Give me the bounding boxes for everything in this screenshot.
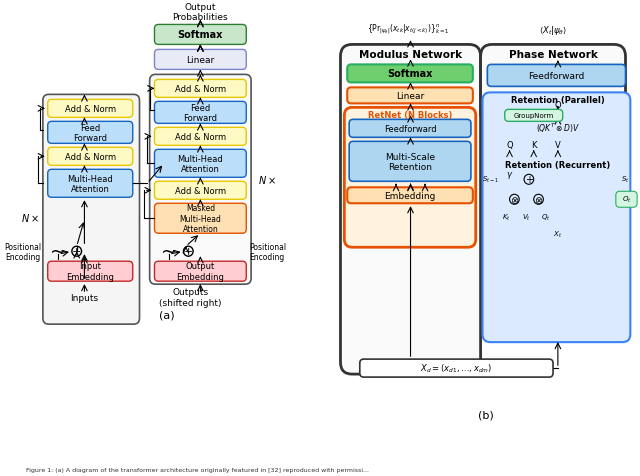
Text: Softmax: Softmax [178,30,223,40]
Text: Embedding: Embedding [385,191,436,200]
FancyBboxPatch shape [43,95,140,325]
Text: $\{\mathrm{Pr}_{|\psi_\theta|}(x_{tk}|x_{t(j<k)})\}_{k=1}^n$: $\{\mathrm{Pr}_{|\psi_\theta|}(x_{tk}|x_… [367,23,449,38]
Text: $N\times$: $N\times$ [21,212,39,224]
Text: GroupNorm: GroupNorm [513,113,554,119]
Text: Output
Probabilities: Output Probabilities [173,3,228,22]
Text: Linear: Linear [396,92,424,100]
Text: Add & Norm: Add & Norm [175,85,226,94]
FancyBboxPatch shape [48,148,132,166]
Text: Retention (Parallel): Retention (Parallel) [511,96,605,105]
FancyBboxPatch shape [349,120,471,138]
Text: ~: ~ [161,242,177,261]
Text: ~: ~ [50,242,67,261]
FancyBboxPatch shape [150,75,251,285]
FancyBboxPatch shape [154,182,246,200]
Text: RetNet (N Blocks): RetNet (N Blocks) [369,110,452,119]
Text: (b): (b) [477,409,493,419]
Text: Inputs: Inputs [70,293,99,302]
FancyBboxPatch shape [154,128,246,146]
FancyBboxPatch shape [483,93,630,342]
Text: Softmax: Softmax [387,69,433,79]
FancyBboxPatch shape [154,204,246,234]
FancyBboxPatch shape [340,45,481,374]
Text: O: O [554,100,561,109]
Text: $\gamma$: $\gamma$ [506,169,513,180]
Text: Feed
Forward: Feed Forward [73,123,108,143]
Text: Retention (Recurrent): Retention (Recurrent) [505,160,611,169]
FancyBboxPatch shape [48,100,132,118]
FancyBboxPatch shape [349,142,471,182]
FancyBboxPatch shape [348,65,473,83]
Text: (a): (a) [159,309,174,319]
Text: Feedforward: Feedforward [528,72,584,81]
FancyBboxPatch shape [616,192,637,208]
Text: Feedforward: Feedforward [384,125,436,134]
Text: $V_t$: $V_t$ [522,213,531,223]
FancyBboxPatch shape [48,170,132,198]
Text: Output
Embedding: Output Embedding [177,262,224,281]
Text: Linear: Linear [186,56,214,65]
Text: Multi-Head
Attention: Multi-Head Attention [67,174,113,194]
FancyBboxPatch shape [360,359,553,377]
Text: Add & Norm: Add & Norm [65,105,116,114]
Text: Multi-Head
Attention: Multi-Head Attention [177,154,223,174]
Text: $\langle X_t|\psi_\theta\rangle$: $\langle X_t|\psi_\theta\rangle$ [539,24,567,37]
Text: Figure 1: (a) A diagram of the transformer architecture originally featured in [: Figure 1: (a) A diagram of the transform… [26,466,369,472]
FancyBboxPatch shape [348,188,473,204]
Text: $X_d = (x_{d1}, \ldots, x_{dm})$: $X_d = (x_{d1}, \ldots, x_{dm})$ [420,362,493,375]
Text: Positional
Encoding: Positional Encoding [249,242,286,261]
Text: Positional
Encoding: Positional Encoding [4,242,41,261]
Text: $\otimes$: $\otimes$ [534,194,543,205]
Text: Feed
Forward: Feed Forward [184,103,218,123]
Text: $O_t$: $O_t$ [621,195,631,205]
FancyBboxPatch shape [154,50,246,70]
Text: K: K [531,140,536,149]
Text: $N\times$: $N\times$ [258,174,276,186]
Text: Masked
Multi-Head
Attention: Masked Multi-Head Attention [179,204,221,234]
FancyBboxPatch shape [154,80,246,98]
Text: Add & Norm: Add & Norm [65,152,116,161]
FancyBboxPatch shape [154,25,246,45]
Text: Input
Embedding: Input Embedding [67,262,114,281]
FancyBboxPatch shape [154,102,246,124]
FancyBboxPatch shape [154,150,246,178]
Text: Add & Norm: Add & Norm [175,132,226,141]
FancyBboxPatch shape [154,262,246,282]
FancyBboxPatch shape [505,110,563,122]
Text: Add & Norm: Add & Norm [175,187,226,195]
FancyBboxPatch shape [48,262,132,282]
Text: $\otimes$: $\otimes$ [510,194,519,205]
Text: V: V [555,140,561,149]
Text: $S_t$: $S_t$ [621,175,630,185]
FancyBboxPatch shape [481,45,625,125]
Text: $Q_t$: $Q_t$ [541,213,550,223]
Text: Q: Q [506,140,513,149]
Text: +: + [184,247,193,257]
Text: $K_t$: $K_t$ [502,213,511,223]
Text: $(QK^T \otimes D)V$: $(QK^T \otimes D)V$ [536,121,580,135]
FancyBboxPatch shape [48,122,132,144]
Text: Multi-Scale
Retention: Multi-Scale Retention [385,152,435,172]
Text: +: + [72,247,81,257]
FancyBboxPatch shape [344,108,476,248]
Text: Outputs
(shifted right): Outputs (shifted right) [159,288,222,307]
Text: $X_t$: $X_t$ [554,229,563,240]
Text: $S_{t-1}$: $S_{t-1}$ [482,175,499,185]
Text: +: + [525,175,533,185]
Text: Modulus Network: Modulus Network [359,50,462,60]
FancyBboxPatch shape [348,88,473,104]
Text: Phase Network: Phase Network [509,50,598,60]
FancyBboxPatch shape [487,65,625,87]
